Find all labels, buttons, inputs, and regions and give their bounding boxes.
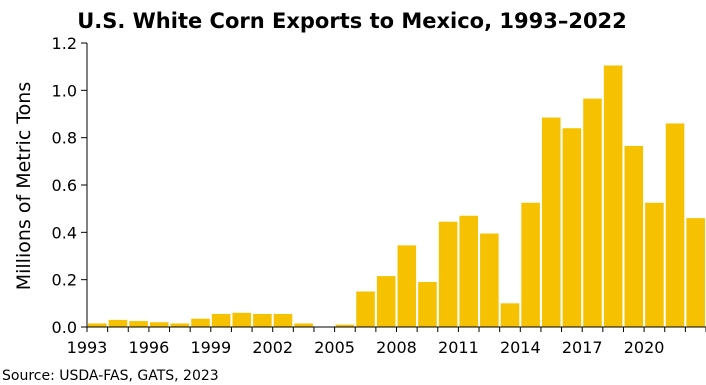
bar-2011 (459, 215, 478, 327)
bar-2020 (645, 202, 664, 327)
y-tick-label: 0.6 (52, 176, 77, 195)
x-tick-label: 2002 (252, 338, 293, 357)
bar-1995 (129, 321, 148, 327)
bar-2001 (253, 313, 272, 327)
bar-2007 (376, 276, 396, 327)
bar-2017 (583, 98, 602, 328)
x-tick-label: 2017 (562, 338, 603, 357)
bar-2019 (624, 145, 644, 327)
x-tick-label: 2005 (314, 338, 355, 357)
bar-2018 (603, 65, 623, 327)
bar-2006 (356, 291, 375, 327)
x-tick-label: 2008 (376, 338, 417, 357)
bar-2008 (397, 245, 417, 327)
y-tick-label: 1.0 (52, 81, 77, 100)
bar-2021 (665, 123, 685, 327)
bar-2013 (500, 303, 520, 327)
x-tick-label: 1996 (129, 338, 170, 357)
y-tick-label: 0.0 (52, 318, 77, 337)
y-tick-label: 0.2 (52, 271, 77, 290)
x-ticks: 1993 1996 1999 2002 2005 2008 2011 2014 2017 2020 (67, 327, 706, 357)
bar-1994 (108, 319, 128, 327)
bar-1996 (149, 322, 169, 327)
y-tick-label: 0.4 (52, 223, 77, 242)
bar-2005 (335, 324, 355, 327)
bar-2014 (521, 202, 540, 327)
bars (88, 65, 705, 328)
bar-2003 (294, 323, 313, 327)
bar-2016 (562, 128, 582, 327)
bar-1997 (170, 323, 190, 327)
bar-1998 (191, 318, 210, 327)
x-tick-label: 2014 (500, 338, 541, 357)
x-tick-label: 2020 (624, 338, 665, 357)
y-tick-label: 1.2 (52, 34, 77, 53)
bar-2000 (232, 312, 252, 327)
x-tick-label: 1999 (190, 338, 231, 357)
bar-1993 (88, 323, 107, 327)
bar-2010 (438, 221, 458, 327)
bar-2012 (480, 233, 499, 327)
chart-title: U.S. White Corn Exports to Mexico, 1993–… (77, 9, 627, 33)
y-axis-label: Millions of Metric Tons (13, 82, 35, 291)
y-ticks: 0.0 0.2 0.4 0.6 0.8 1.0 1.2 (52, 34, 87, 337)
bar-1999 (211, 313, 231, 327)
bar-2009 (418, 282, 437, 327)
y-tick-label: 0.8 (52, 129, 77, 148)
x-tick-label: 1993 (67, 338, 108, 357)
source-note: Source: USDA-FAS, GATS, 2023 (2, 368, 219, 384)
bar-2015 (541, 117, 561, 327)
bar-2022 (686, 218, 705, 327)
bar-2002 (273, 313, 293, 327)
x-tick-label: 2011 (438, 338, 479, 357)
